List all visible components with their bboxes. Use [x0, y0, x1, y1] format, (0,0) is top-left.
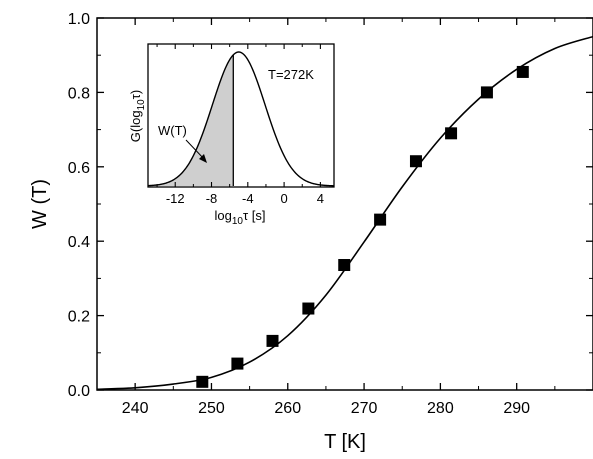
y-tick-label: 1.0: [68, 11, 90, 28]
inset-x-title-rest: τ [s]: [243, 208, 265, 223]
inset-chart: -12 -8 -4 0 4 T=272K W(T) log10τ [s] G(log10…: [128, 43, 335, 227]
inset-y-title-main: G(log: [128, 110, 143, 142]
data-point: [338, 259, 351, 272]
main-ticks: [96, 17, 593, 391]
inset-y-title-sub: 10: [136, 99, 147, 111]
inset-frame: [147, 43, 335, 188]
data-point: [409, 155, 422, 168]
inset-y-title-rest: τ): [128, 90, 143, 99]
data-point: [445, 127, 458, 140]
y-tick-label: 0.6: [68, 160, 90, 177]
inset-x-axis-title: log10τ [s]: [215, 208, 266, 227]
inset-annotation: T=272K: [268, 67, 314, 82]
inset-x-tick-label: -8: [206, 191, 218, 206]
y-axis-title: W (T): [29, 179, 51, 229]
data-point: [374, 213, 387, 226]
y-tick-label: 0.2: [68, 309, 90, 326]
inset-arrow-head: [199, 154, 207, 163]
inset-shaded-label: W(T): [158, 123, 187, 138]
main-tick-labels: 240 250 260 270 280 290 0.0 0.2 0.4 0.6 0.8 1.0: [68, 11, 530, 417]
y-tick-label: 0.8: [68, 85, 90, 102]
inset-distribution-curve: [147, 51, 335, 187]
y-tick-label: 0.0: [68, 383, 90, 400]
inset-ticks: [156, 44, 321, 187]
inset-x-title-sub: 10: [232, 216, 244, 227]
inset-shaded-area: [148, 54, 234, 187]
x-axis-title: T [K]: [324, 431, 366, 453]
inset-x-tick-label: 4: [317, 191, 324, 206]
inset-x-tick-label: -12: [166, 191, 185, 206]
data-point: [302, 302, 315, 315]
inset-y-axis-title: G(log10τ): [128, 90, 147, 142]
data-points: [196, 65, 529, 388]
data-point: [516, 65, 529, 78]
data-point: [196, 375, 209, 388]
data-point: [231, 357, 244, 370]
inset-x-tick-label: -4: [242, 191, 254, 206]
data-point: [480, 86, 493, 99]
inset-x-title-main: log: [215, 208, 232, 223]
x-tick-label: 240: [122, 400, 149, 417]
inset-x-tick-label: 0: [280, 191, 287, 206]
x-tick-label: 270: [351, 400, 378, 417]
data-point: [266, 334, 279, 347]
x-tick-label: 290: [503, 400, 530, 417]
x-tick-label: 280: [427, 400, 454, 417]
inset-background: [148, 44, 334, 187]
inset-tick-labels: -12 -8 -4 0 4: [166, 191, 324, 206]
y-tick-label: 0.4: [68, 234, 90, 251]
x-tick-label: 250: [198, 400, 225, 417]
x-tick-label: 260: [274, 400, 301, 417]
